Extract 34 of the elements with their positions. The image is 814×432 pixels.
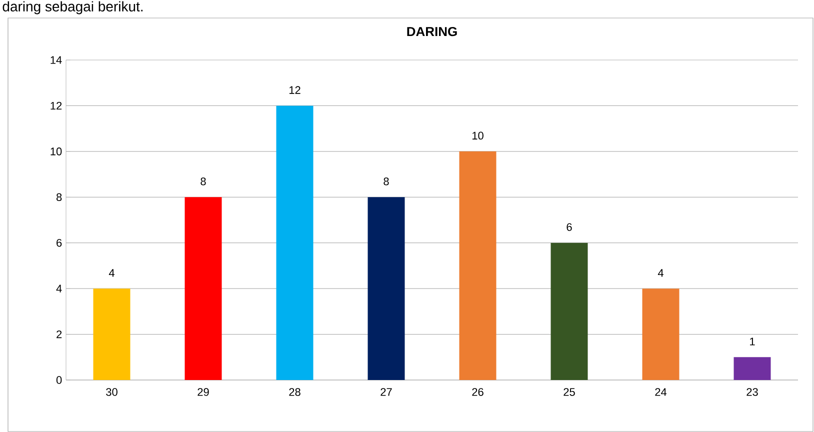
y-tick-label: 12 <box>50 102 62 110</box>
data-label: 4 <box>658 269 664 277</box>
data-label: 6 <box>566 223 572 231</box>
data-label: 8 <box>200 177 206 186</box>
x-tick-label: 25 <box>564 388 575 396</box>
data-label: 4 <box>108 269 114 277</box>
text: daring sebagai berikut. <box>2 1 143 14</box>
y-tick-label: 2 <box>56 330 62 338</box>
bar <box>184 197 222 380</box>
y-tick-label: 0 <box>56 376 62 384</box>
bar <box>734 357 771 380</box>
x-tick-label: 28 <box>289 388 300 396</box>
data-label: 8 <box>384 177 389 186</box>
y-tick-label: 8 <box>56 193 62 202</box>
x-tick-label: 27 <box>380 388 392 396</box>
y-tick-label: 14 <box>50 56 62 64</box>
bar <box>368 197 405 380</box>
data-label: 12 <box>289 86 300 94</box>
x-tick-label: 24 <box>655 388 667 396</box>
y-tick-label: 6 <box>56 238 62 247</box>
x-tick-label: 26 <box>472 388 484 396</box>
bar <box>642 288 680 380</box>
bar <box>93 288 130 380</box>
data-label: 10 <box>472 132 484 140</box>
bar <box>459 151 496 380</box>
y-tick-label: 10 <box>50 148 62 156</box>
bar <box>276 106 314 380</box>
data-label: 1 <box>750 338 755 346</box>
x-tick-label: 30 <box>106 388 118 396</box>
x-tick-label: 23 <box>746 388 758 396</box>
y-tick-label: 4 <box>56 284 62 292</box>
x-tick-label: 29 <box>198 388 209 396</box>
chart-title: DARING <box>407 26 457 36</box>
bar <box>550 242 588 380</box>
